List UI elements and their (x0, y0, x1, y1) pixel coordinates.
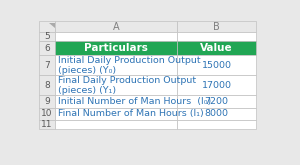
Bar (39, 75, 55, 95)
Bar (177, 41, 256, 55)
Bar (177, 21, 256, 32)
Text: 17000: 17000 (202, 81, 232, 90)
Bar (55, 55, 177, 75)
Text: 7: 7 (44, 61, 50, 70)
Text: Initial Number of Man Hours  (I₀): Initial Number of Man Hours (I₀) (58, 97, 211, 106)
Text: Initial Daily Production Output
(pieces) (Y₀): Initial Daily Production Output (pieces)… (58, 56, 200, 75)
Text: Value: Value (200, 43, 233, 53)
Text: 10: 10 (41, 109, 52, 118)
Bar (55, 41, 177, 55)
Text: B: B (213, 22, 220, 32)
Bar (55, 21, 177, 32)
Bar (39, 108, 55, 120)
Text: 5: 5 (44, 32, 50, 41)
Text: Final Daily Production Output
(pieces) (Y₁): Final Daily Production Output (pieces) (… (58, 76, 196, 95)
Bar (177, 75, 256, 95)
Bar (39, 41, 55, 55)
Bar (55, 32, 177, 41)
Bar (177, 95, 256, 108)
Text: 6: 6 (44, 44, 50, 53)
Text: 9: 9 (44, 97, 50, 106)
Bar (177, 108, 256, 120)
Bar (39, 32, 55, 41)
Text: Final Number of Man Hours (I₁): Final Number of Man Hours (I₁) (58, 109, 203, 118)
Text: 7200: 7200 (205, 97, 229, 106)
Text: 15000: 15000 (202, 61, 232, 70)
Bar (39, 21, 55, 32)
Bar (177, 120, 256, 129)
Text: 8: 8 (44, 81, 50, 90)
Bar (55, 75, 177, 95)
Polygon shape (49, 23, 55, 28)
Bar (39, 55, 55, 75)
Bar (55, 120, 177, 129)
Text: A: A (112, 22, 119, 32)
Bar (55, 108, 177, 120)
Text: 8000: 8000 (205, 109, 229, 118)
Bar (177, 55, 256, 75)
Text: Particulars: Particulars (84, 43, 148, 53)
Bar (177, 32, 256, 41)
Text: 11: 11 (41, 120, 52, 129)
Bar (55, 95, 177, 108)
Bar (39, 95, 55, 108)
Bar (39, 120, 55, 129)
